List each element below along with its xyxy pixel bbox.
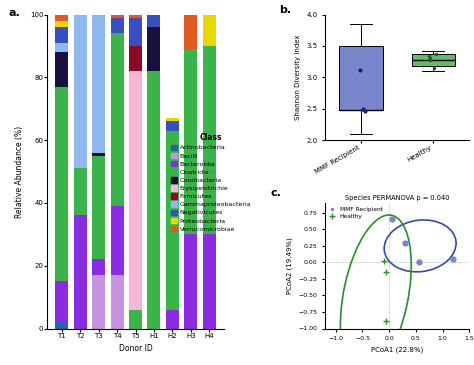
X-axis label: Donor ID: Donor ID bbox=[118, 344, 152, 353]
Bar bbox=[55, 15, 68, 21]
X-axis label: PCoA1 (22.8%): PCoA1 (22.8%) bbox=[371, 347, 423, 353]
Bar bbox=[147, 15, 160, 27]
Bar bbox=[55, 43, 68, 52]
Bar bbox=[55, 281, 68, 322]
Bar bbox=[74, 168, 87, 215]
PathPatch shape bbox=[411, 54, 455, 66]
Bar bbox=[129, 46, 142, 71]
Bar bbox=[129, 310, 142, 328]
Bar bbox=[110, 34, 124, 206]
Bar bbox=[203, 15, 216, 46]
Text: b.: b. bbox=[279, 4, 291, 15]
Text: a.: a. bbox=[9, 8, 20, 18]
Bar bbox=[92, 15, 105, 153]
Bar bbox=[92, 275, 105, 328]
Bar bbox=[74, 215, 87, 328]
Bar bbox=[110, 15, 124, 18]
Bar bbox=[129, 71, 142, 310]
Bar bbox=[129, 15, 142, 18]
Bar bbox=[129, 18, 142, 46]
Bar bbox=[110, 275, 124, 328]
Bar bbox=[166, 121, 179, 131]
Y-axis label: Shannon Diversity Index: Shannon Diversity Index bbox=[295, 35, 301, 120]
Bar bbox=[55, 27, 68, 43]
Bar bbox=[55, 87, 68, 281]
Bar bbox=[74, 15, 87, 168]
Bar bbox=[110, 206, 124, 275]
Bar bbox=[55, 21, 68, 27]
Bar bbox=[92, 156, 105, 260]
Bar bbox=[55, 322, 68, 328]
Bar bbox=[92, 260, 105, 275]
Bar bbox=[184, 15, 197, 49]
Bar bbox=[147, 27, 160, 71]
Legend: MMF Recipient, Healthy: MMF Recipient, Healthy bbox=[328, 206, 384, 220]
Bar bbox=[203, 46, 216, 234]
Legend: Actinobacteria, Bacilli, Bacteroidia, Clostridia, Conobacteria, Erysipelotrichie: Actinobacteria, Bacilli, Bacteroidia, Cl… bbox=[171, 133, 251, 232]
Bar bbox=[166, 118, 179, 121]
Bar bbox=[184, 49, 197, 234]
Bar bbox=[166, 131, 179, 310]
Bar bbox=[147, 71, 160, 329]
Title: Species PERMANOVA p = 0.040: Species PERMANOVA p = 0.040 bbox=[345, 195, 449, 201]
Bar bbox=[203, 234, 216, 328]
Bar bbox=[166, 310, 179, 328]
Bar bbox=[110, 18, 124, 34]
Bar bbox=[184, 234, 197, 328]
Text: c.: c. bbox=[270, 188, 281, 198]
Bar bbox=[92, 153, 105, 156]
Y-axis label: Relative Abundance (%): Relative Abundance (%) bbox=[15, 126, 24, 218]
PathPatch shape bbox=[339, 46, 383, 110]
Bar bbox=[55, 52, 68, 87]
Y-axis label: PCoA2 (19.49%): PCoA2 (19.49%) bbox=[286, 237, 293, 294]
